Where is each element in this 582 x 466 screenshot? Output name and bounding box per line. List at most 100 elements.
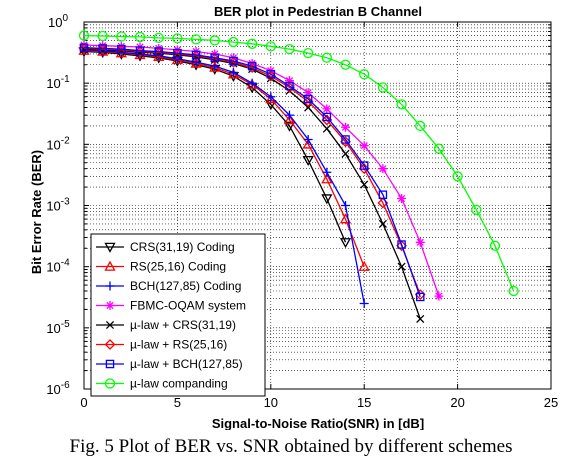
legend-swatch-marker <box>105 320 115 330</box>
ber-chart: 0 5 10 15 20 25 10-6 10-5 10-4 10-3 10-2 10-1 100 CR… <box>29 4 558 430</box>
series-line <box>83 34 515 292</box>
y-tick-label: 10-6 <box>46 380 70 397</box>
legend-label: FBMC-OQAM system <box>130 299 246 313</box>
series-point <box>284 110 294 120</box>
series-point <box>341 149 350 158</box>
series-point <box>378 164 388 174</box>
series-point <box>285 81 294 91</box>
series-point <box>284 76 294 86</box>
legend-swatch-marker <box>104 378 116 389</box>
legend-entry: µ-law + RS(25,16) <box>96 338 227 352</box>
series-line <box>83 47 421 298</box>
y-tick-label: 10-1 <box>46 74 70 91</box>
series-point <box>191 57 201 67</box>
series-point <box>303 94 313 104</box>
axis-ticks: 0 5 10 15 20 25 10-6 10-5 10-4 10-3 10-2 10-1 100 <box>46 13 558 410</box>
series-point <box>302 155 314 167</box>
x-axis-label: Signal-to-Noise Ratio(SNR) in [dB] <box>212 416 424 430</box>
series-point <box>79 40 89 50</box>
series-point <box>321 52 332 63</box>
legend-swatch-marker <box>104 242 116 253</box>
series-point <box>322 124 331 133</box>
series-point <box>98 44 107 53</box>
series-point <box>508 285 519 297</box>
y-tick-label: 10-5 <box>46 319 70 336</box>
series-point <box>304 103 313 112</box>
series-point <box>135 46 145 55</box>
legend-swatch-marker <box>105 359 115 369</box>
series-point <box>397 262 406 271</box>
series-point <box>360 180 369 189</box>
legend-swatch-marker <box>104 339 116 350</box>
series-7 <box>78 30 519 297</box>
grid <box>84 22 551 389</box>
legend-entry: FBMC-OQAM system <box>96 299 246 313</box>
y-tick-label: 10-2 <box>46 135 70 152</box>
legend-entry: µ-law companding <box>96 377 228 391</box>
legend-label: RS(25,16) Coding <box>130 260 226 274</box>
series-point <box>415 120 426 132</box>
legend-label: µ-law + BCH(127,85) <box>130 357 243 371</box>
series-point <box>97 30 108 42</box>
series-point <box>229 56 238 66</box>
series-point <box>172 33 183 44</box>
y-tick-label: 100 <box>48 13 68 30</box>
series-point <box>341 201 351 210</box>
series-point <box>341 135 350 144</box>
series-point <box>321 173 333 184</box>
series-point <box>190 34 202 45</box>
series-point <box>341 122 351 132</box>
series-point <box>322 112 332 122</box>
series-line <box>83 50 365 267</box>
series-point <box>396 99 407 110</box>
series-point <box>322 104 332 114</box>
series-point <box>98 41 108 51</box>
series-point <box>434 291 444 301</box>
legend-entry: BCH(127,85) Coding <box>96 279 241 293</box>
series-point <box>415 237 425 247</box>
series-point <box>359 69 370 80</box>
series-point <box>322 167 332 177</box>
series-point <box>209 35 220 46</box>
series-6 <box>79 43 425 302</box>
series-point <box>378 219 387 228</box>
series-lines <box>78 30 519 323</box>
series-point <box>266 69 276 79</box>
series-point <box>303 134 313 144</box>
legend-entry: RS(25,16) Coding <box>96 260 226 274</box>
y-tick-label: 10-3 <box>46 197 70 214</box>
figure-caption: Fig. 5 Plot of BER vs. SNR obtained by d… <box>69 436 513 457</box>
x-tick-label: 0 <box>80 395 87 410</box>
series-point <box>416 314 425 323</box>
series-point <box>303 88 313 98</box>
legend-label: BCH(127,85) Coding <box>130 279 241 293</box>
series-point <box>116 31 127 42</box>
legend-entry: CRS(31,19) Coding <box>96 240 235 254</box>
series-point <box>154 47 163 56</box>
series-point <box>359 161 369 170</box>
series-point <box>489 240 501 251</box>
legend-label: CRS(31,19) Coding <box>130 240 235 254</box>
series-point <box>228 36 239 48</box>
series-point <box>378 190 388 199</box>
x-tick-label: 5 <box>174 395 181 410</box>
series-point <box>283 121 296 132</box>
series-point <box>397 194 407 204</box>
legend-swatch-marker <box>105 301 115 310</box>
series-point <box>339 238 352 249</box>
series-point <box>358 260 370 271</box>
series-point <box>471 204 482 215</box>
series-point <box>117 44 126 54</box>
legend-box <box>90 233 266 397</box>
series-point <box>284 43 295 55</box>
legend-label: µ-law + RS(25,16) <box>130 338 227 352</box>
legend-label: µ-law companding <box>130 377 228 391</box>
series-point <box>321 194 333 205</box>
series-point <box>283 114 296 125</box>
series-point <box>340 59 351 70</box>
series-point <box>303 47 314 59</box>
series-point <box>153 32 164 44</box>
series-point <box>397 240 406 249</box>
series-point <box>191 50 201 60</box>
legend-swatch-marker <box>104 260 116 271</box>
